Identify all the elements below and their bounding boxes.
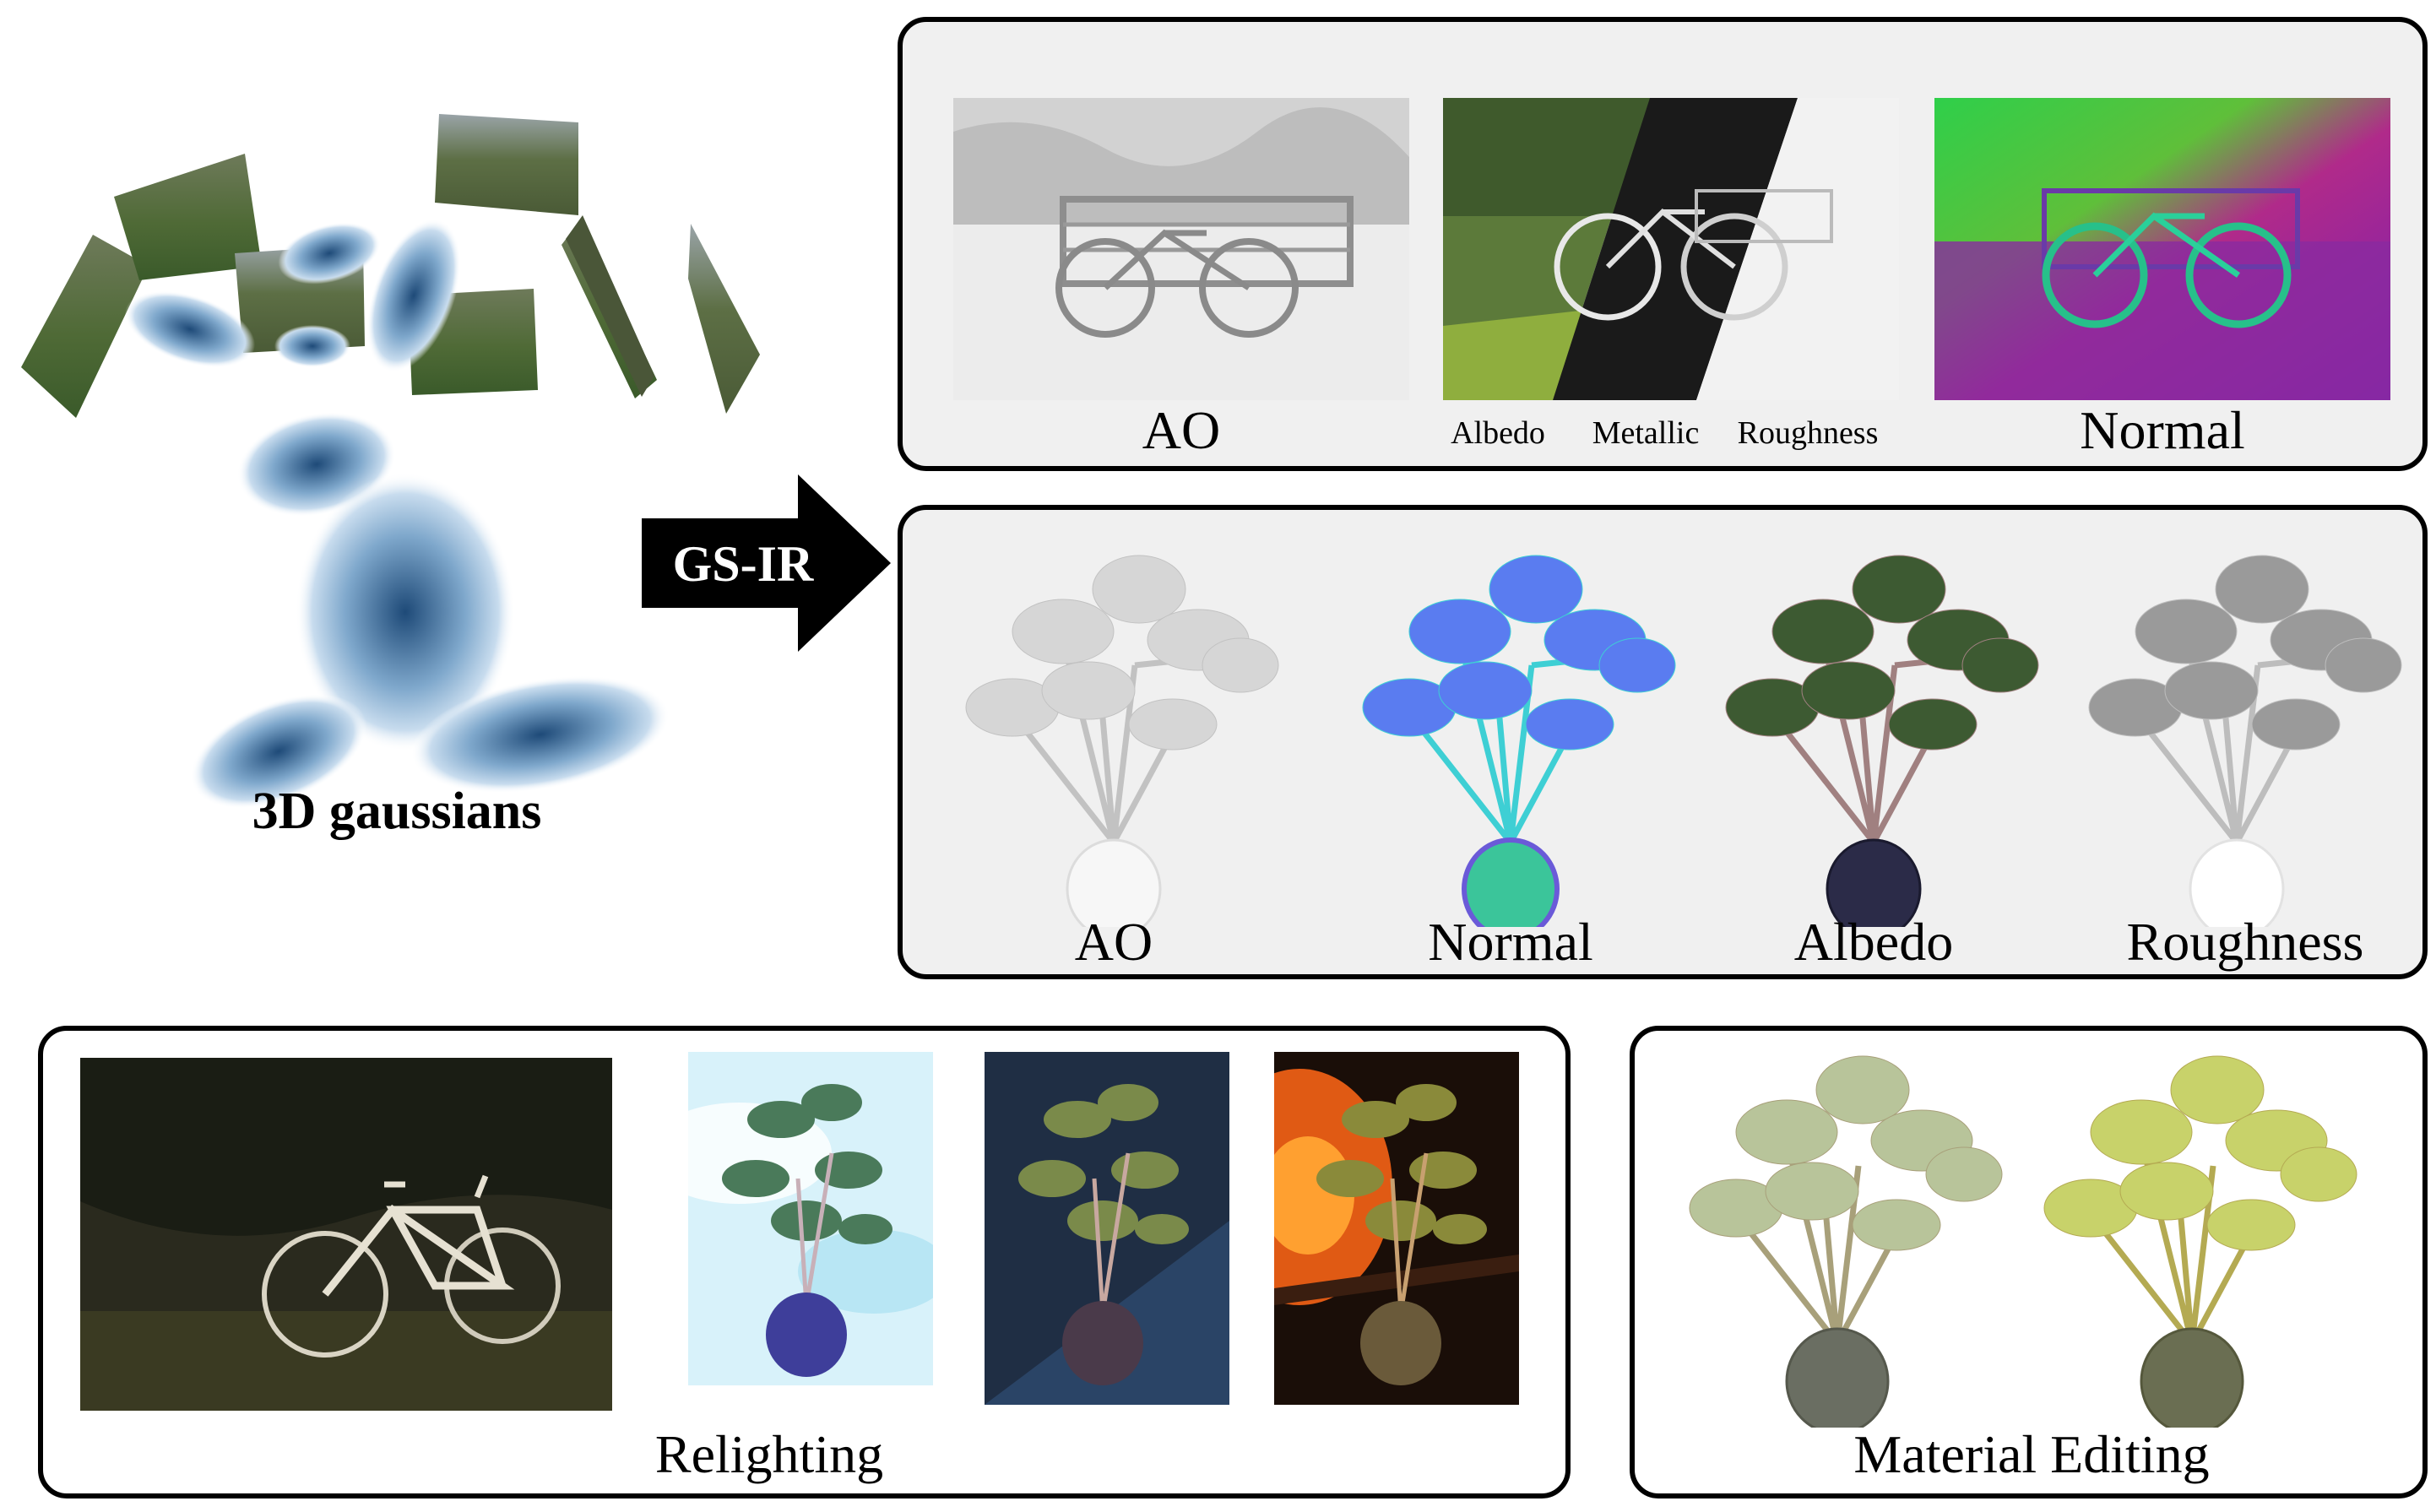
gs-ir-label: GS-IR: [672, 536, 814, 592]
object-decomposition-panel: AO Normal Albedo Roughness: [898, 505, 2428, 979]
material-editing-label: Material Editing: [1853, 1424, 2210, 1484]
material-edit-plants: [1635, 1039, 2420, 1428]
arrow-shape: [642, 474, 891, 652]
gaussian-illustration: [0, 84, 760, 827]
object-roughness-plant: [2089, 555, 2401, 927]
object-ao-label: AO: [1074, 912, 1153, 972]
relit-plant-sunset-image: [1274, 1052, 1519, 1405]
material-edit-plant-a: [1690, 1056, 2002, 1428]
scene-ao-label: AO: [1142, 400, 1221, 460]
relit-plant-night-image: [985, 1052, 1229, 1405]
object-albedo-label: Albedo: [1793, 912, 1954, 972]
scene-albedo-metallic-roughness-image: [1443, 98, 1899, 400]
scene-normal-image: [1934, 98, 2390, 400]
object-plants: [903, 530, 2422, 927]
material-editing-panel: Material Editing: [1630, 1026, 2428, 1498]
scene-roughness-label: Roughness: [1737, 415, 1879, 451]
gs-ir-arrow: GS-IR: [642, 474, 891, 652]
relighting-label: Relighting: [654, 1424, 884, 1484]
relighting-panel: Relighting: [38, 1026, 1571, 1498]
material-edit-plant-b: [2044, 1056, 2357, 1428]
scene-metallic-label: Metallic: [1592, 415, 1700, 451]
scene-normal-label: Normal: [2080, 400, 2245, 460]
relit-plant-sky-image: [688, 1052, 933, 1385]
object-albedo-plant: [1726, 555, 2038, 927]
object-normal-label: Normal: [1428, 912, 1593, 972]
scene-albedo-label: Albedo: [1451, 415, 1545, 451]
gaussian-blobs: [124, 219, 670, 809]
object-ao-plant: [966, 555, 1278, 927]
scene-ao-image: [953, 98, 1409, 400]
object-roughness-label: Roughness: [2126, 912, 2364, 972]
object-normal-plant: [1363, 555, 1675, 927]
relit-bicycle-image: [80, 1058, 612, 1411]
gaussians-svg: [21, 114, 760, 809]
scene-decomposition-panel: AO Albedo Metallic Roughness: [898, 17, 2428, 471]
gaussians-caption: 3D gaussians: [252, 783, 542, 840]
